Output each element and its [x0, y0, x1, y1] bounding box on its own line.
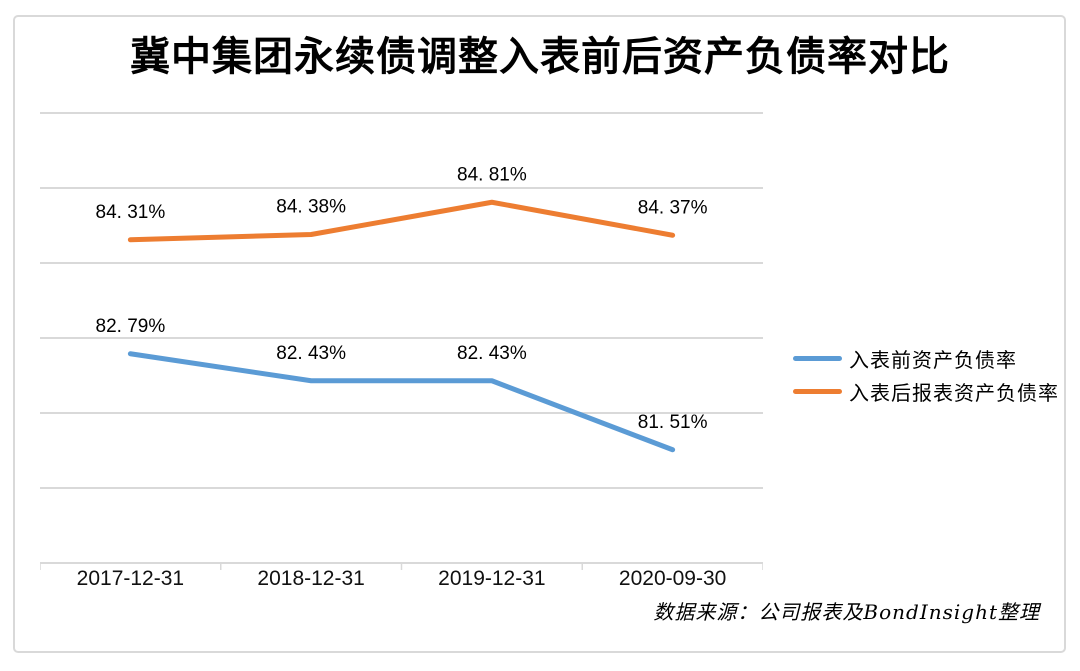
x-axis-label: 2020-09-30 — [618, 567, 727, 590]
data-label-after-inclusion: 84. 37% — [638, 197, 708, 218]
data-label-before-inclusion: 81. 51% — [638, 412, 708, 433]
x-axis-label: 2017-12-31 — [76, 567, 185, 590]
legend-item-after-inclusion: 入表后报表资产负债率 — [793, 379, 1059, 405]
x-axis-label: 2019-12-31 — [438, 567, 546, 590]
data-label-after-inclusion: 84. 81% — [457, 164, 527, 185]
legend-label-before-inclusion: 入表前资产负债率 — [849, 348, 1017, 372]
legend-line-swatch-blue — [793, 356, 842, 361]
chart-outer-frame — [13, 15, 1066, 653]
legend: 入表前资产负债率 入表后报表资产负债率 — [793, 346, 1059, 405]
source-note: 数据来源：公司报表及BondInsight整理 — [653, 600, 1040, 624]
x-axis: 2017-12-31 2018-12-31 2019-12-31 2020-09-30 — [40, 567, 763, 593]
series-line-before-inclusion — [127, 351, 676, 453]
legend-label-after-inclusion: 入表后报表资产负债率 — [849, 381, 1059, 405]
data-label-before-inclusion: 82. 43% — [457, 343, 527, 364]
data-label-after-inclusion: 84. 38% — [276, 197, 346, 218]
x-axis-label: 2018-12-31 — [257, 567, 365, 590]
legend-item-before-inclusion: 入表前资产负债率 — [793, 346, 1059, 372]
line-chart-canvas: 82. 79% 82. 43% 82. 43% 81. 51% 84. 31% 84. 3… — [40, 112, 763, 570]
series-line-after-inclusion — [127, 199, 676, 243]
data-label-after-inclusion: 84. 31% — [96, 202, 166, 223]
plot-area: 82. 79% 82. 43% 82. 43% 81. 51% 84. 31% 84. 3… — [40, 105, 763, 575]
data-label-before-inclusion: 82. 43% — [276, 343, 346, 364]
chart-title: 冀中集团永续债调整入表前后资产负债率对比 — [130, 33, 950, 80]
data-label-before-inclusion: 82. 79% — [96, 316, 166, 337]
legend-line-swatch-orange — [793, 389, 842, 394]
